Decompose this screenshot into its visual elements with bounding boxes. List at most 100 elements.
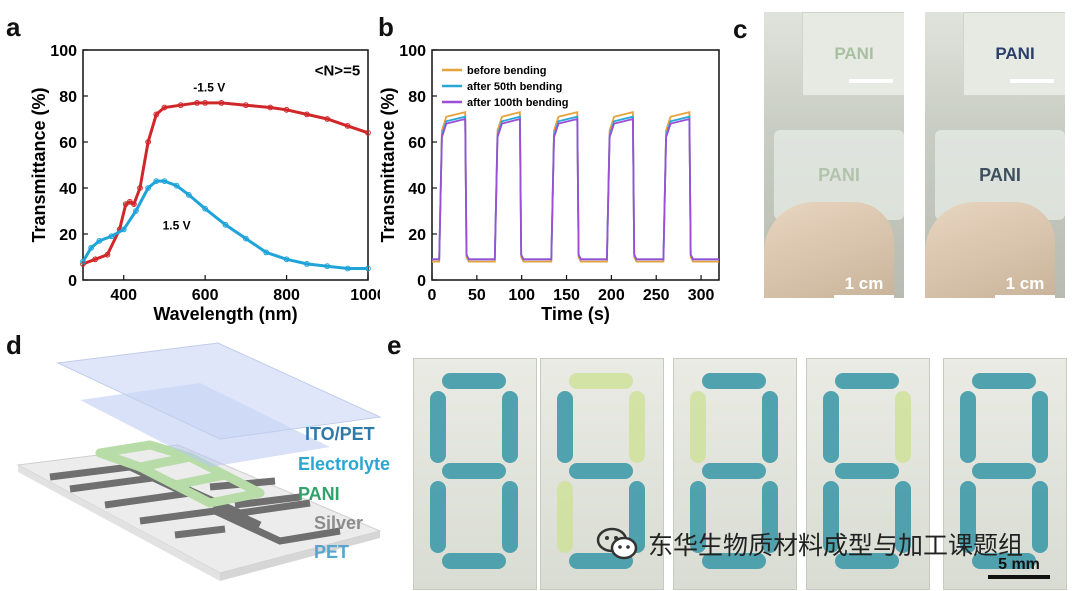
segment-upper-left — [430, 391, 446, 463]
segment-lower-left — [960, 481, 976, 553]
segment-top — [972, 373, 1036, 389]
y-tick-label: 100 — [399, 43, 426, 60]
scale-bar-c-left: 1 cm — [834, 274, 894, 298]
data-point — [202, 205, 209, 212]
panel-label-a: a — [6, 12, 21, 42]
layer-label-pani: PANI — [298, 484, 340, 504]
data-point — [80, 258, 86, 265]
segment-upper-left — [557, 391, 573, 463]
pani-text-film-right: PANI — [979, 164, 1021, 185]
data-point — [173, 182, 180, 189]
data-point — [153, 178, 160, 185]
legend-label: before bending — [467, 65, 546, 77]
segment-lower-right — [895, 481, 911, 553]
y-tick-label: 20 — [59, 227, 77, 244]
data-point — [324, 116, 331, 122]
y-tick-label: 0 — [417, 273, 426, 290]
data-point — [242, 102, 249, 109]
x-tick-label: 50 — [468, 287, 486, 304]
x-tick-label: 600 — [192, 287, 219, 304]
scale-bar-c-right: 1 cm — [995, 274, 1055, 298]
segment-top — [835, 373, 899, 389]
x-axis-label: Wavelength (nm) — [153, 304, 297, 324]
data-point — [145, 185, 152, 191]
segment-lower-right — [502, 481, 518, 553]
data-point — [161, 104, 168, 111]
data-point — [365, 129, 371, 136]
plot-frame — [431, 49, 720, 281]
data-point — [304, 111, 310, 118]
data-point — [344, 123, 351, 129]
data-point — [324, 263, 331, 270]
x-tick-label: 250 — [643, 287, 670, 304]
layer-label-pet: PET — [314, 542, 350, 562]
y-tick-label: 0 — [68, 273, 77, 290]
photo-c-left: PANI PANI 1 cm — [764, 12, 904, 298]
segment-bottom — [702, 553, 766, 569]
watermark-text: 东华生物质材料成型与加工课题组 — [648, 532, 1024, 560]
data-point — [177, 102, 184, 109]
segment-lower-right — [629, 481, 645, 553]
x-axis-label: Time (s) — [541, 304, 610, 324]
data-point — [365, 265, 371, 272]
y-tick-label: 40 — [59, 181, 77, 198]
data-point — [96, 238, 103, 244]
segment-upper-right — [895, 391, 911, 463]
data-point — [133, 208, 139, 214]
segment-bottom — [972, 553, 1036, 569]
y-tick-label: 80 — [59, 89, 77, 106]
pani-segments — [95, 440, 265, 508]
segment-middle — [569, 463, 633, 479]
y-tick-label: 60 — [59, 135, 77, 152]
data-point — [92, 256, 99, 263]
pani-text-inset-right: PANI — [995, 44, 1035, 63]
segment-top — [442, 373, 506, 389]
legend-label: after 100th bending — [467, 97, 568, 109]
inset-card-right: PANI — [963, 12, 1065, 96]
x-tick-label: 150 — [553, 287, 580, 304]
data-point — [104, 251, 111, 258]
x-tick-label: 400 — [110, 287, 137, 304]
data-point — [185, 192, 192, 198]
segment-upper-right — [1032, 391, 1048, 463]
series-line-1-5v — [81, 179, 368, 270]
segment-lower-left — [557, 481, 573, 553]
data-point — [344, 265, 351, 272]
data-point — [161, 178, 168, 185]
data-point — [120, 226, 127, 233]
segment-top — [702, 373, 766, 389]
panel-label-d: d — [6, 330, 22, 360]
panel-label-c: c — [733, 14, 748, 44]
series-line-1 — [432, 115, 719, 261]
ito-pet-layer — [56, 342, 382, 440]
y-tick-label: 80 — [408, 89, 426, 106]
data-point — [88, 244, 95, 251]
series-line-2 — [432, 117, 719, 261]
inset-card-left: PANI — [802, 12, 904, 96]
data-point — [242, 235, 249, 242]
layer-diagram — [16, 342, 382, 581]
data-point — [108, 233, 115, 240]
layer-label-electrolyte: Electrolyte — [298, 454, 391, 474]
data-point — [263, 249, 270, 256]
data-point — [267, 104, 274, 111]
plot-frame — [82, 49, 369, 281]
annotation-n: <N>=5 — [315, 62, 360, 79]
chart-b: 0 20 40 60 80 100 0 50 100 150 200 250 300 Time (s) Tr… — [378, 43, 720, 324]
segment-upper-right — [762, 391, 778, 463]
segment-middle — [442, 463, 506, 479]
segment-middle — [835, 463, 899, 479]
data-point — [130, 201, 137, 208]
y-axis-label: Transmittance (%) — [29, 87, 49, 242]
pani-text-inset-left: PANI — [834, 44, 874, 63]
segment-lower-left — [690, 481, 706, 553]
glove-right — [925, 202, 1055, 298]
data-point — [153, 111, 160, 118]
x-tick-label: 0 — [428, 287, 437, 304]
layer-label-ito-pet: ITO/PET — [305, 424, 375, 444]
y-tick-label: 100 — [50, 43, 77, 60]
panel-label-e: e — [387, 330, 402, 360]
y-tick-label: 60 — [408, 135, 426, 152]
